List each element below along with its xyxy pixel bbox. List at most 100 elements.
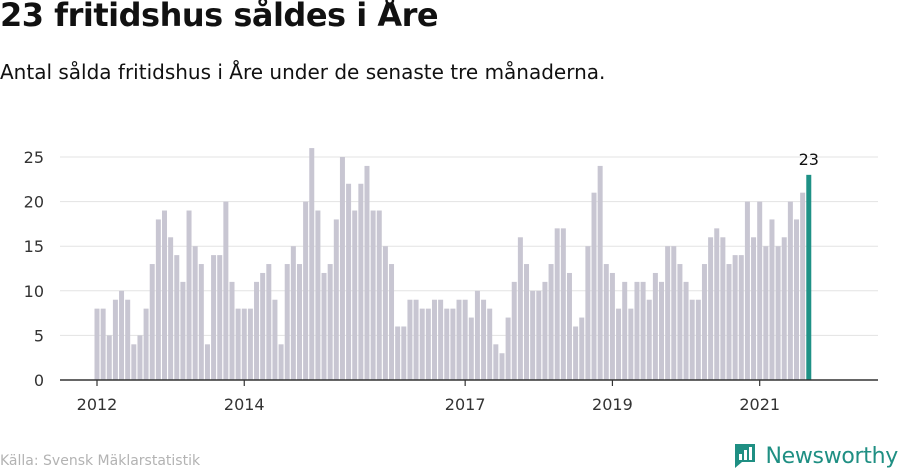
bar-highlight [806,174,812,380]
bar [315,210,321,380]
bar [481,299,487,380]
bar [131,344,137,380]
bar [241,308,247,380]
bar [303,201,309,380]
bar [677,264,683,380]
bar [358,183,364,380]
bar [579,317,585,380]
bar [616,308,622,380]
bar [290,246,296,380]
bar [456,299,462,380]
brand-logo: Newsworthy [733,441,898,471]
bar [744,201,750,380]
bar [235,308,241,380]
bar [781,237,787,380]
bar [732,255,738,380]
bar [162,210,167,380]
bar [229,281,235,380]
bar [763,246,769,380]
bar [278,344,284,380]
bar [628,308,634,380]
bar [438,299,444,380]
bar [143,308,149,380]
bar [223,201,229,380]
bar [419,308,425,380]
y-tick-label: 20 [24,193,44,212]
bar [247,308,253,380]
bar [720,237,726,380]
bar [327,264,333,380]
bar [352,210,358,380]
bar [714,228,720,380]
bar [382,246,388,380]
bar [738,255,744,380]
bar [591,192,597,380]
bar [487,308,493,380]
bar [511,281,517,380]
bar [431,299,437,380]
bar [217,255,223,380]
bar [769,219,775,380]
bar [517,237,523,380]
bar [401,326,407,380]
bar [560,228,566,380]
bar [794,219,799,380]
bar [395,326,401,380]
bar [493,344,499,380]
bar [462,299,468,380]
bar [787,201,793,380]
bar [364,165,370,380]
bar [757,201,763,380]
bar [309,148,315,380]
bar [389,264,395,380]
bar [450,308,456,380]
bar [708,237,714,380]
bar [609,272,615,380]
bar [530,290,536,380]
bar [603,264,609,380]
bar [597,165,603,380]
x-tick-label: 2017 [445,395,486,414]
bar [198,264,204,380]
bar [474,290,480,380]
chart-title: 23 fritidshus såldes i Åre [0,0,439,34]
bar [726,264,732,380]
bar [413,299,419,380]
bar [186,210,192,380]
brand-name: Newsworthy [765,443,898,469]
bar [499,353,505,380]
bar [751,237,757,380]
bar [155,219,161,380]
x-tick-label: 2021 [739,395,780,414]
x-tick-label: 2012 [77,395,118,414]
bar [652,272,658,380]
bar [284,264,290,380]
bar [622,281,628,380]
bar [339,157,345,380]
bar [125,299,131,380]
bar-chart: 0 5 10 15 20 25 23 2012 2014 2017 2019 2021 [24,148,878,414]
bar [775,246,781,380]
y-tick-label: 0 [34,371,44,390]
bar [665,246,671,380]
bar [266,264,272,380]
bar [646,299,652,380]
bar [192,246,198,380]
bar [407,299,413,380]
y-tick-label: 10 [24,282,44,301]
x-tick-label: 2019 [592,395,633,414]
bar [554,228,560,380]
y-tick-label: 5 [34,326,44,345]
x-tick-label: 2014 [224,395,265,414]
bar [272,299,278,380]
y-tick-label: 15 [24,237,44,256]
bar [333,219,339,380]
bar [695,299,701,380]
bar [106,335,112,380]
source-note: Källa: Svensk Mäklarstatistik [0,453,201,469]
bar [112,299,118,380]
bar [425,308,431,380]
bar [548,264,554,380]
bar [254,281,260,380]
bar [119,290,125,380]
